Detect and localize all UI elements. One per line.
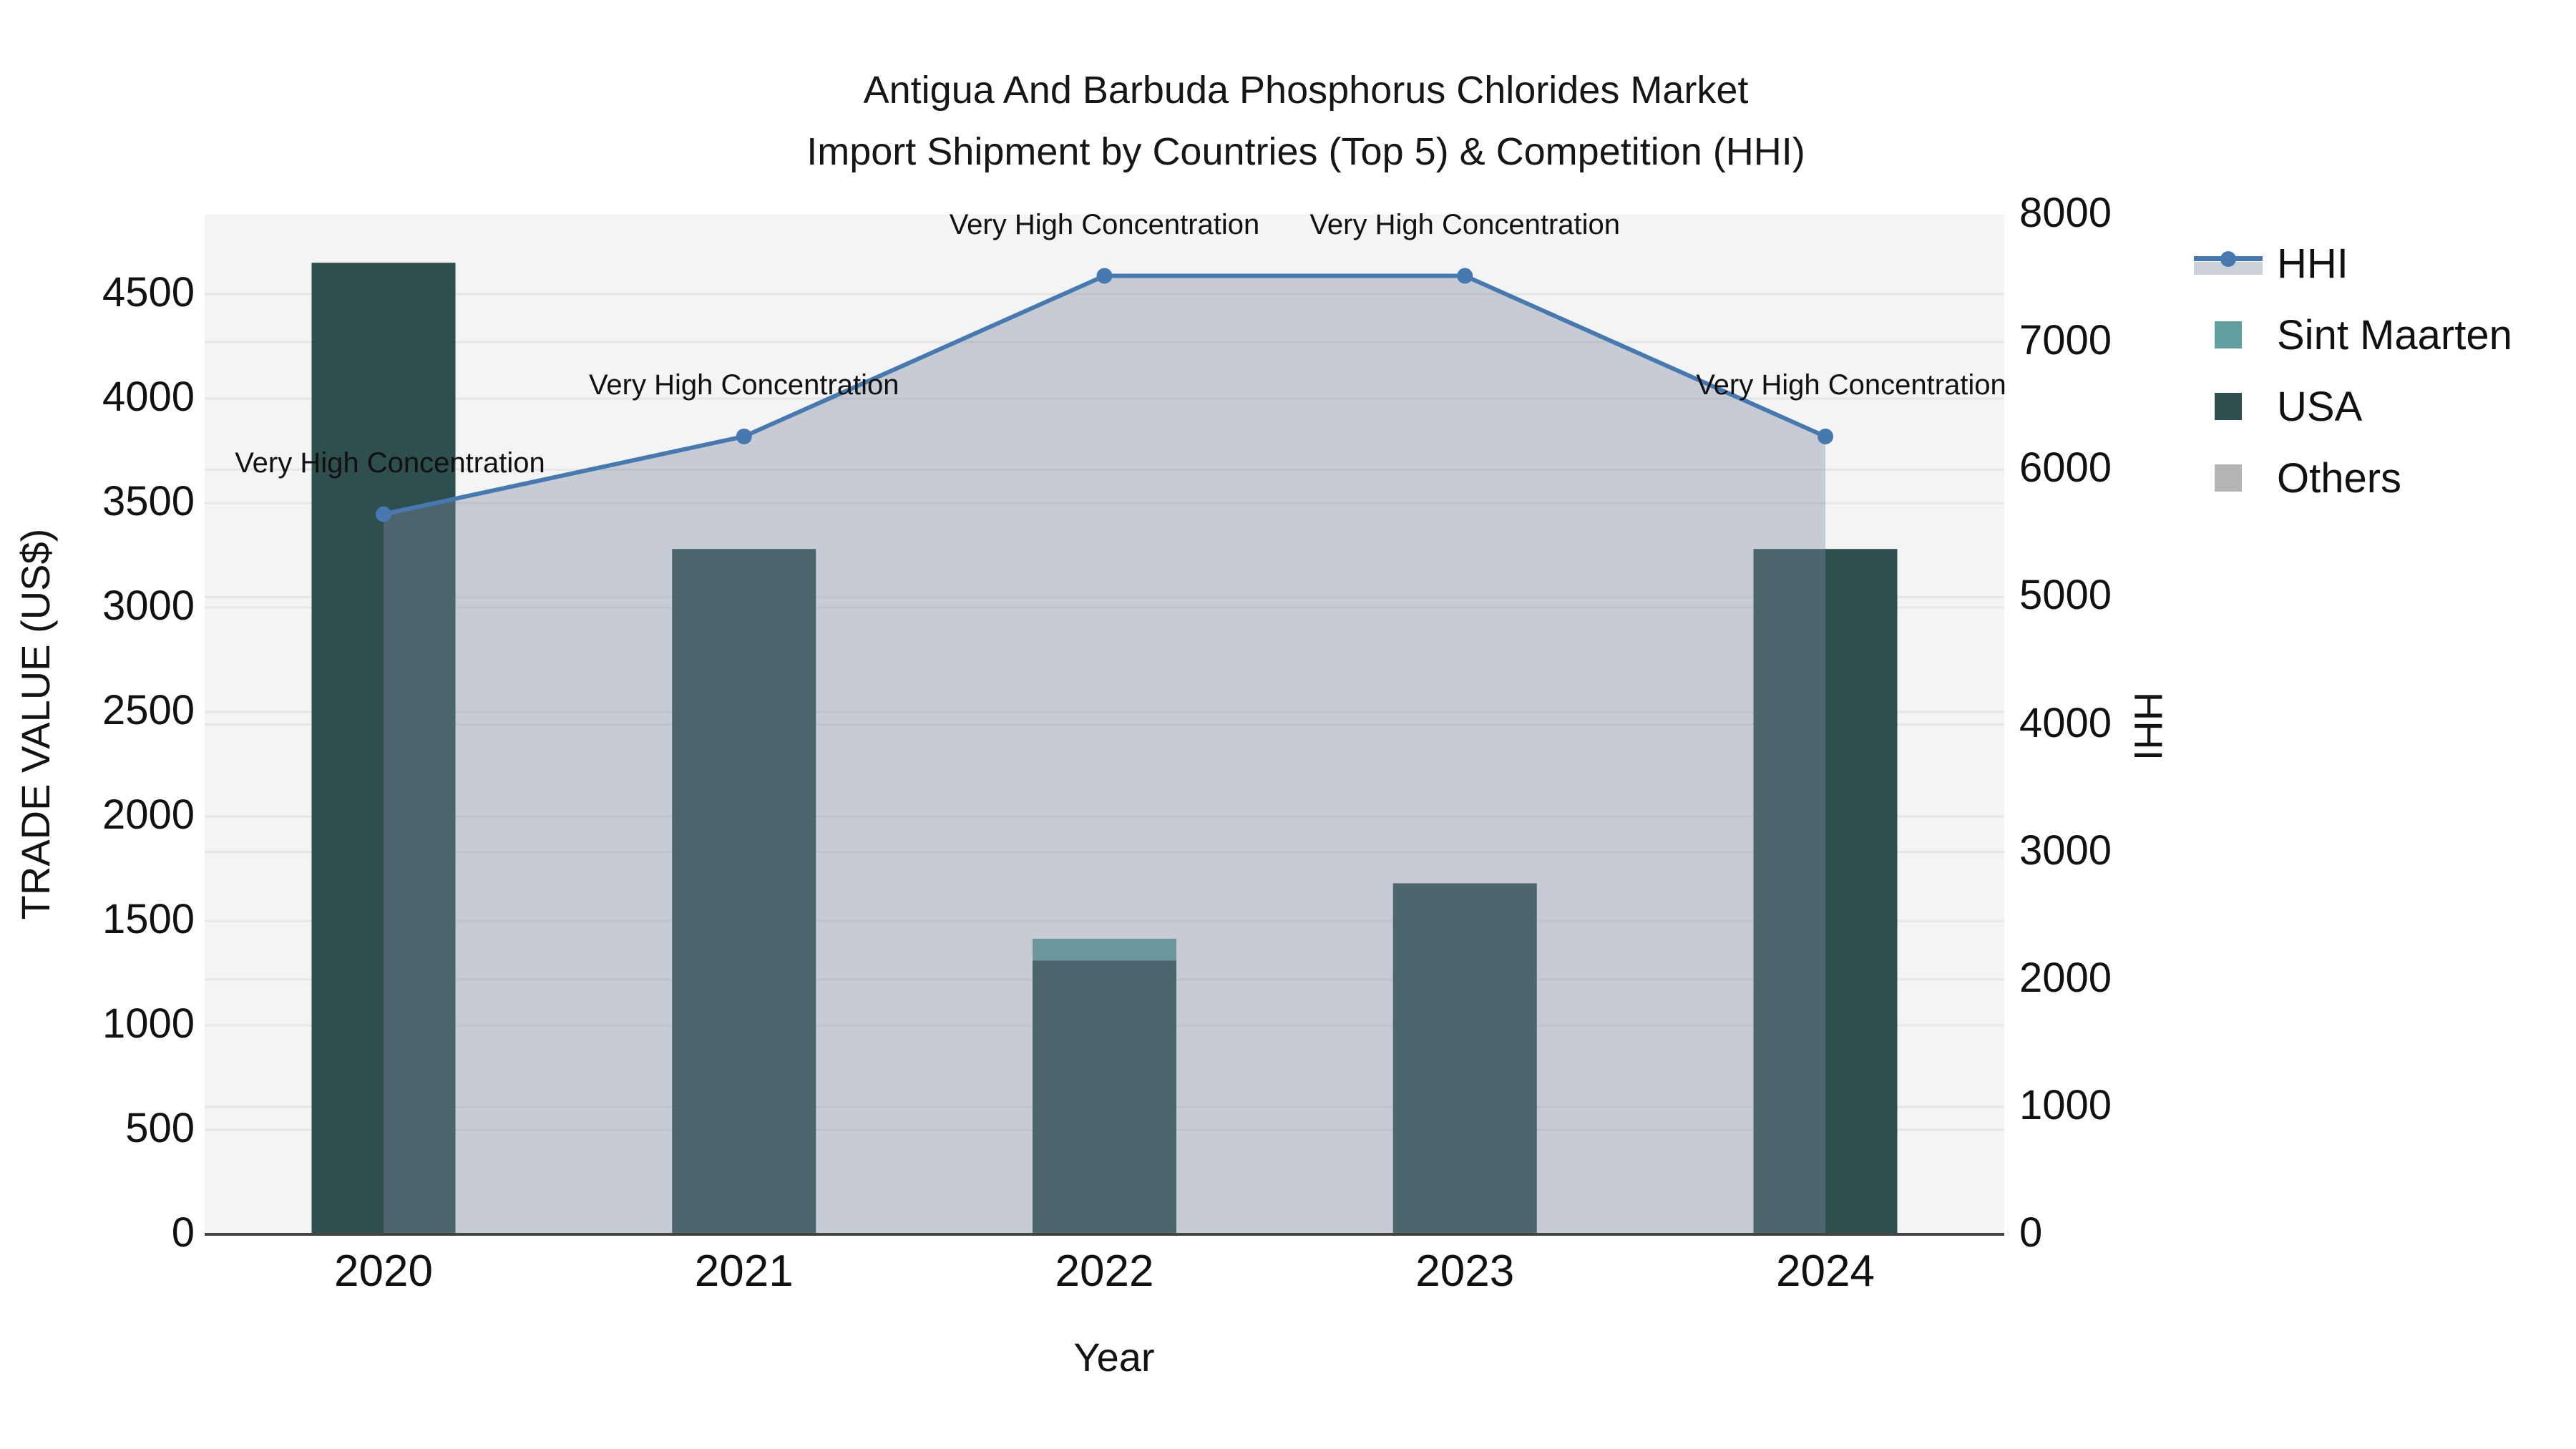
hhi-marker-2024[interactable] (1818, 428, 1833, 444)
tick-left-1500: 1500 (102, 895, 195, 942)
tick-right-7000: 7000 (2019, 317, 2112, 364)
bar-usa-2020[interactable] (311, 263, 456, 1235)
tick-right-0: 0 (2019, 1209, 2043, 1256)
annotation-2021: Very High Concentration (588, 369, 899, 401)
legend-item-sint-maarten[interactable]: Sint Maarten (2192, 299, 2512, 371)
hhi-marker-glyph (2220, 251, 2236, 267)
tick-right-4000: 4000 (2019, 699, 2112, 746)
legend-label-hhi: HHI (2277, 240, 2348, 287)
bar-usa-2023[interactable] (1392, 883, 1537, 1234)
bar-usa-2022[interactable] (1033, 960, 1176, 1234)
tick-x-2020: 2020 (334, 1246, 433, 1296)
tick-left-3000: 3000 (102, 582, 195, 629)
hhi-marker-2022[interactable] (1096, 268, 1113, 284)
legend-line-marker-icon (2192, 248, 2264, 279)
annotation-2020: Very High Concentration (235, 447, 545, 479)
legend-item-hhi[interactable]: HHI (2192, 228, 2512, 299)
tick-right-8000: 8000 (2019, 190, 2112, 236)
legend-label-usa: USA (2277, 383, 2363, 430)
tick-right-2000: 2000 (2019, 954, 2112, 1001)
color-swatch-sint-maarten (2215, 321, 2242, 348)
tick-right-5000: 5000 (2019, 572, 2112, 619)
tick-right-1000: 1000 (2019, 1081, 2112, 1128)
annotation-2022: Very High Concentration (949, 208, 1260, 240)
tick-left-4000: 4000 (102, 373, 195, 420)
hhi-area-fill (384, 275, 1825, 1234)
tick-left-0: 0 (171, 1209, 195, 1256)
legend-label-others: Others (2277, 454, 2402, 502)
annotation-2024: Very High Concentration (1696, 369, 2006, 401)
tick-left-500: 500 (125, 1104, 195, 1151)
annotation-2023: Very High Concentration (1309, 208, 1621, 240)
legend: HHI Sint Maarten USA Others (2192, 228, 2512, 514)
tick-right-6000: 6000 (2019, 444, 2112, 492)
tick-x-2021: 2021 (694, 1246, 794, 1296)
tick-left-2500: 2500 (102, 686, 195, 733)
hhi-marker-2021[interactable] (736, 428, 752, 444)
chart-title-line1: Antigua And Barbuda Phosphorus Chlorides… (863, 69, 1749, 112)
tick-x-2022: 2022 (1055, 1246, 1154, 1296)
tick-left-4500: 4500 (102, 268, 195, 316)
legend-label-sint-maarten: Sint Maarten (2277, 311, 2512, 358)
legend-swatch-usa (2192, 393, 2264, 420)
tick-x-2024: 2024 (1776, 1246, 1875, 1296)
bar-sint-maarten-2022[interactable] (1033, 938, 1176, 961)
tick-right-3000: 3000 (2019, 826, 2112, 874)
hhi-fill-band (2194, 262, 2263, 275)
legend-swatch-sint-maarten (2192, 321, 2264, 348)
color-swatch-others (2215, 464, 2242, 492)
legend-item-usa[interactable]: USA (2192, 371, 2512, 442)
y-axis-title-left: TRADE VALUE (US$) (13, 528, 58, 920)
hhi-marker-2023[interactable] (1457, 268, 1473, 284)
legend-item-others[interactable]: Others (2192, 442, 2512, 514)
bar-usa-2021[interactable] (672, 549, 816, 1234)
tick-left-2000: 2000 (102, 791, 195, 838)
hhi-marker-2020[interactable] (376, 506, 391, 522)
tick-x-2023: 2023 (1415, 1246, 1515, 1296)
chart-title-line2: Import Shipment by Countries (Top 5) & C… (806, 130, 1805, 173)
tick-left-3500: 3500 (102, 477, 195, 525)
x-axis-title: Year (1073, 1335, 1155, 1380)
hhi-line-symbol (2194, 248, 2263, 279)
bar-usa-2024[interactable] (1753, 549, 1898, 1234)
tick-left-1000: 1000 (102, 1000, 195, 1047)
color-swatch-usa (2215, 393, 2242, 420)
legend-swatch-others (2192, 464, 2264, 492)
